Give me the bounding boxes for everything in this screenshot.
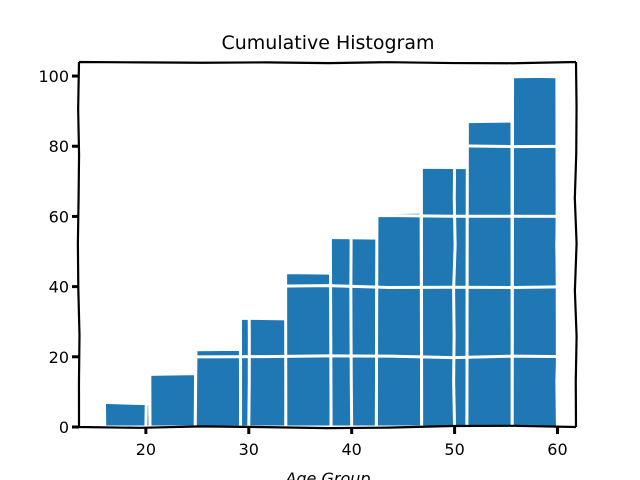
grid-line-horizontal [78,284,577,290]
ticks-group: 0 20 40 60 80 100 20 30 40 50 60 [38,67,567,459]
bars-group [102,74,559,429]
x-tick-label: 30 [239,440,259,459]
grid-line-vertical [246,61,252,428]
x-tick-label: 20 [136,440,156,459]
histogram-bar [284,271,333,429]
y-tick-label: 100 [38,67,69,86]
grid-line-horizontal [78,73,577,79]
grid-line-vertical [555,61,560,428]
histogram-bar [102,400,152,429]
histogram-bar [239,316,289,429]
grid-line-vertical [452,61,457,428]
grid-line-horizontal [78,214,577,219]
histogram-bar [419,165,469,429]
grid-line-vertical [349,61,354,428]
grid-line-horizontal [78,144,577,149]
histogram-bar [148,372,198,429]
axes-frame [76,60,578,430]
grid-line-horizontal [78,354,577,360]
x-tick-label: 50 [444,440,464,459]
histogram-bar [510,74,559,429]
y-tick-label: 20 [49,348,69,367]
y-tick-label: 60 [49,207,69,226]
histogram-bar [465,119,514,429]
histogram-bar [328,235,379,429]
grid-line-vertical [143,61,149,428]
grid-group [78,61,577,428]
histogram-bar [374,210,424,429]
y-tick-label: 40 [49,278,69,297]
y-tick-label: 80 [49,137,69,156]
x-tick-label: 40 [342,440,362,459]
x-tick-label: 60 [547,440,567,459]
x-axis-label: Age Group [284,469,370,480]
histogram-bar [193,347,243,429]
y-tick-label: 0 [59,418,69,437]
chart-title: Cumulative Histogram [221,32,434,54]
